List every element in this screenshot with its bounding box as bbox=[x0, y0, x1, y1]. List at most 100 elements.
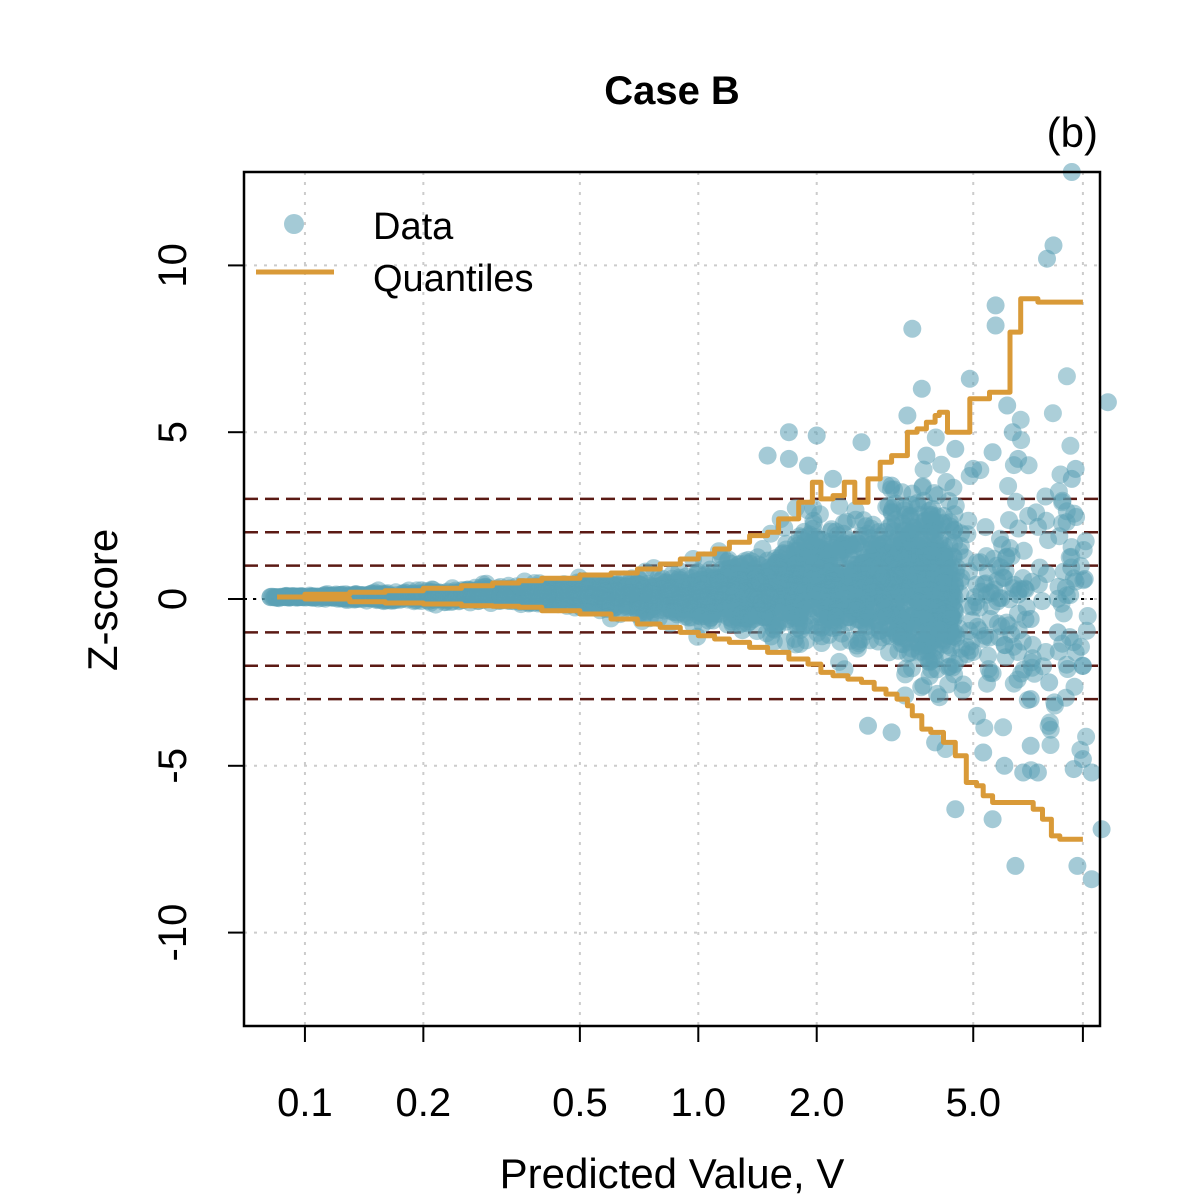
data-point bbox=[796, 532, 814, 551]
legend-quantiles-label: Quantiles bbox=[373, 258, 534, 300]
data-point-outlier bbox=[1014, 763, 1033, 782]
data-point bbox=[849, 634, 868, 653]
data-point-outlier bbox=[946, 439, 965, 458]
data-point bbox=[1023, 649, 1042, 668]
data-point-outlier bbox=[1082, 870, 1101, 889]
y-tick-label-1: -5 bbox=[151, 748, 195, 784]
x-tick-label-2: 0.5 bbox=[552, 1081, 608, 1125]
data-point bbox=[895, 594, 914, 613]
data-point bbox=[996, 562, 1015, 581]
data-point-outlier bbox=[859, 716, 877, 735]
data-point-outlier bbox=[960, 369, 979, 388]
x-tick-label-5: 5.0 bbox=[945, 1081, 1001, 1125]
data-point bbox=[874, 590, 893, 609]
data-point-outlier bbox=[1073, 656, 1092, 675]
data-point bbox=[1033, 592, 1052, 611]
data-point-outlier bbox=[1044, 236, 1063, 255]
data-point bbox=[932, 455, 951, 474]
data-point bbox=[902, 495, 921, 514]
data-point bbox=[930, 624, 949, 643]
data-point bbox=[913, 556, 932, 575]
data-point bbox=[1041, 736, 1060, 754]
y-tick-label-4: 10 bbox=[151, 243, 195, 288]
data-point bbox=[753, 540, 772, 558]
y-tick-label-3: 5 bbox=[151, 421, 195, 443]
data-point bbox=[1054, 604, 1073, 623]
data-point bbox=[608, 582, 627, 600]
data-point bbox=[697, 593, 716, 612]
quantile-upper-line bbox=[277, 296, 1083, 600]
data-point bbox=[999, 477, 1018, 495]
data-point-outlier bbox=[1075, 570, 1094, 588]
data-point bbox=[914, 676, 933, 695]
data-point bbox=[839, 567, 858, 586]
data-point bbox=[1057, 367, 1076, 386]
data-point bbox=[496, 587, 515, 606]
data-point bbox=[1078, 607, 1097, 625]
data-point-outlier bbox=[946, 800, 965, 819]
data-point bbox=[909, 536, 928, 555]
data-point bbox=[936, 600, 955, 619]
data-point bbox=[830, 496, 849, 515]
y-axis-label: Z-score bbox=[79, 529, 126, 671]
data-point bbox=[1061, 436, 1080, 455]
data-point bbox=[1030, 558, 1049, 577]
data-point bbox=[1036, 487, 1055, 506]
data-point-outlier bbox=[807, 426, 826, 445]
data-point-outlier bbox=[779, 423, 798, 442]
data-point-outlier bbox=[1066, 459, 1085, 478]
data-point bbox=[877, 607, 896, 626]
data-point bbox=[849, 601, 868, 620]
data-point bbox=[800, 546, 819, 565]
data-point bbox=[967, 593, 986, 612]
data-point bbox=[830, 652, 849, 671]
data-point bbox=[923, 542, 942, 561]
data-point bbox=[946, 496, 965, 515]
y-tick-label-0: -10 bbox=[151, 904, 195, 962]
x-axis-label: Predicted Value, V bbox=[500, 1150, 845, 1197]
data-point-outlier bbox=[1021, 690, 1040, 709]
data-point-outlier bbox=[917, 446, 936, 465]
data-point bbox=[1007, 492, 1025, 511]
data-point bbox=[896, 659, 915, 678]
data-point bbox=[871, 621, 889, 640]
data-point bbox=[1040, 713, 1059, 732]
data-point-outlier bbox=[1082, 763, 1101, 782]
data-point bbox=[926, 428, 945, 447]
data-point-outlier bbox=[964, 459, 983, 478]
panel-label: (b) bbox=[1047, 109, 1098, 156]
data-point-outlier bbox=[1009, 449, 1028, 468]
data-point bbox=[932, 583, 950, 602]
data-point bbox=[952, 524, 971, 543]
data-point bbox=[968, 706, 987, 725]
data-point bbox=[1009, 621, 1028, 640]
data-point-outlier bbox=[758, 446, 777, 465]
data-point bbox=[776, 633, 795, 652]
data-point bbox=[630, 600, 649, 619]
data-point bbox=[1039, 531, 1058, 550]
data-point-outlier bbox=[998, 396, 1017, 415]
data-point-outlier bbox=[1048, 623, 1067, 642]
data-point bbox=[880, 643, 898, 662]
data-point bbox=[597, 592, 615, 611]
data-point bbox=[642, 585, 661, 604]
data-point bbox=[1076, 532, 1095, 551]
data-point bbox=[909, 592, 928, 611]
data-point-outlier bbox=[882, 476, 901, 495]
data-point bbox=[1049, 577, 1068, 596]
data-point-outlier bbox=[779, 449, 798, 468]
data-point bbox=[840, 548, 859, 567]
data-point bbox=[1016, 580, 1035, 599]
data-point bbox=[750, 573, 769, 592]
data-point-outlier bbox=[1040, 673, 1059, 692]
data-point bbox=[770, 549, 789, 568]
data-point bbox=[914, 460, 933, 479]
data-point bbox=[1072, 637, 1090, 656]
data-point bbox=[983, 664, 1002, 683]
data-point bbox=[739, 550, 758, 569]
data-point bbox=[762, 627, 781, 646]
quantile-lower-line bbox=[277, 594, 1083, 842]
data-point bbox=[1057, 513, 1076, 532]
legend: Data Quantiles bbox=[256, 206, 534, 300]
data-point bbox=[1045, 696, 1064, 715]
